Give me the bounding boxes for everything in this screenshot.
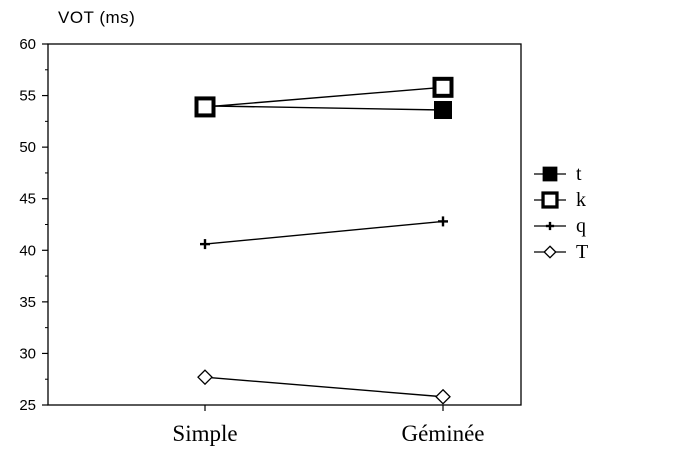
- y-tick-label: 50: [19, 139, 36, 156]
- marker-center: [440, 84, 446, 90]
- series-lines: [204, 86, 444, 398]
- plot-border: [47, 43, 522, 406]
- open-diamond-marker: [435, 388, 451, 405]
- data-point-T: [435, 388, 451, 405]
- open-diamond-marker: [543, 245, 557, 259]
- y-tick-label: 60: [19, 36, 36, 53]
- y-tick-label: 25: [19, 397, 36, 414]
- legend-label-k: k: [576, 189, 586, 211]
- marker-center: [547, 197, 553, 203]
- y-tick-label: 45: [19, 191, 36, 208]
- open-diamond-marker: [197, 369, 213, 386]
- data-point-q: [200, 239, 210, 250]
- y-tick-label: 55: [19, 88, 36, 105]
- data-point-k: [432, 76, 454, 98]
- plot-frame: [47, 43, 522, 406]
- legend-label-q: q: [576, 215, 586, 237]
- y-tick-label: 35: [19, 294, 36, 311]
- legend-label-t: t: [576, 163, 582, 185]
- y-ticks: 25 30 35 40 45 50 55 60: [19, 36, 48, 414]
- legend-marker-q: [545, 221, 555, 231]
- x-ticks: Simple Géminée: [172, 405, 485, 446]
- filled-square-marker: [542, 166, 558, 182]
- data-point-T: [197, 369, 213, 386]
- legend-marker-t: [542, 166, 558, 182]
- data-point-k: [194, 96, 216, 118]
- legend-marker-T: [543, 245, 557, 259]
- marker-center: [202, 104, 208, 110]
- series-line-k: [204, 86, 444, 108]
- y-tick-label: 30: [19, 345, 36, 362]
- series-line-T: [204, 376, 444, 398]
- y-tick-label: 40: [19, 242, 36, 259]
- data-point-t: [434, 101, 452, 120]
- legend-marker-k: [541, 191, 559, 209]
- series-line-t: [204, 105, 444, 111]
- data-point-q: [438, 216, 448, 227]
- x-tick-label: Simple: [172, 421, 237, 446]
- x-tick-label: Géminée: [401, 421, 484, 446]
- filled-square-marker: [434, 101, 452, 120]
- series-markers: [194, 76, 454, 405]
- y-axis-label: VOT (ms): [58, 8, 135, 27]
- series-line-q: [204, 220, 444, 245]
- legend-label-T: T: [576, 241, 588, 263]
